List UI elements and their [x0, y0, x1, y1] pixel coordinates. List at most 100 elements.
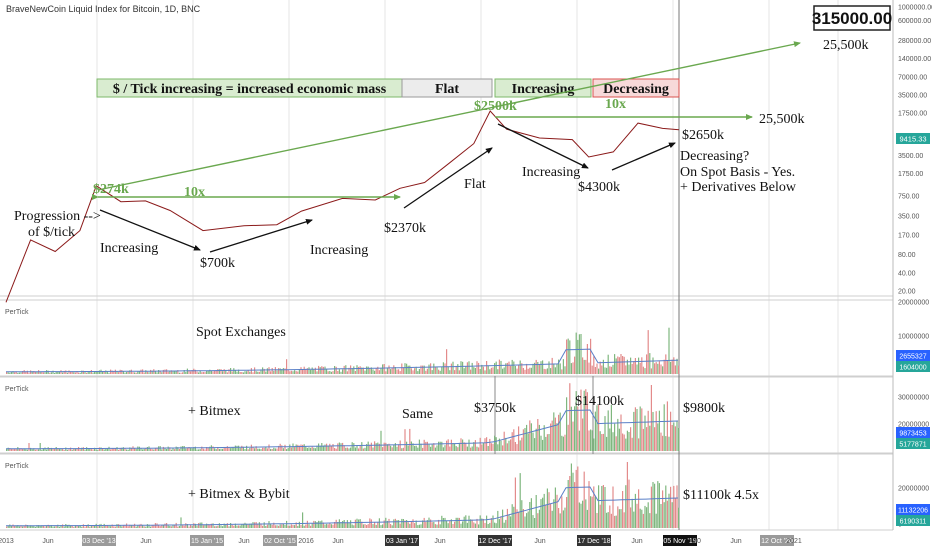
volume-bar — [292, 443, 294, 451]
pane-badge-bg — [896, 350, 930, 361]
volume-bar — [138, 446, 140, 451]
volume-bar — [249, 523, 251, 528]
band-label-2: Increasing — [512, 82, 575, 97]
price-tick-label: 1000000.00 — [898, 5, 932, 12]
volume-bar — [454, 521, 456, 528]
volume-bar — [606, 367, 608, 374]
volume-bar — [311, 523, 313, 528]
volume-bar — [662, 490, 664, 528]
volume-bar — [519, 360, 521, 374]
volume-bar — [271, 368, 273, 374]
volume-bar — [257, 371, 259, 374]
volume-bar — [183, 525, 185, 528]
volume-bar — [143, 372, 145, 374]
volume-bar — [247, 449, 249, 451]
volume-bar — [92, 449, 94, 451]
annotation-flat: Flat — [464, 177, 486, 192]
volume-bar — [78, 526, 80, 528]
volume-bar — [265, 371, 267, 374]
volume-bar — [422, 447, 424, 451]
volume-bar — [303, 525, 305, 528]
volume-bar — [193, 368, 195, 374]
volume-bar — [20, 525, 22, 528]
volume-bar — [631, 437, 633, 451]
volume-bar — [625, 438, 627, 451]
volume-bar — [30, 447, 32, 451]
volume-bar — [625, 485, 627, 528]
volume-bar — [670, 486, 672, 528]
volume-bar — [119, 369, 121, 374]
volume-bar — [530, 423, 532, 451]
volume-bar — [273, 447, 275, 451]
volume-bar — [599, 431, 601, 451]
volume-bar — [495, 437, 497, 451]
volume-bar — [495, 361, 497, 374]
volume-bar — [415, 445, 417, 451]
volume-bar — [465, 442, 467, 451]
volume-bar — [258, 371, 260, 374]
volume-bar — [287, 369, 289, 374]
volume-bar — [34, 371, 36, 374]
volume-bar — [364, 370, 366, 374]
volume-bar — [321, 366, 323, 374]
volume-bar — [255, 371, 257, 374]
volume-bar — [46, 449, 48, 451]
volume-bar — [561, 435, 563, 451]
volume-bar — [527, 511, 529, 528]
volume-bar — [199, 522, 201, 528]
volume-bar — [215, 526, 217, 528]
volume-bar — [402, 447, 404, 451]
volume-bar — [559, 363, 561, 374]
pane-badge-value: 5177871 — [899, 442, 926, 449]
volume-bar — [636, 364, 638, 374]
volume-bar — [481, 518, 483, 528]
volume-bar — [30, 525, 32, 528]
volume-bar — [412, 519, 414, 528]
volume-bar — [442, 447, 444, 451]
volume-bar — [206, 523, 208, 528]
volume-bar — [489, 369, 491, 374]
volume-bar — [630, 507, 632, 528]
volume-bar — [145, 370, 147, 374]
volume-bar — [49, 372, 51, 374]
volume-bar — [225, 447, 227, 451]
volume-bar — [222, 371, 224, 374]
volume-bar — [170, 370, 172, 374]
volume-bar — [300, 524, 302, 528]
volume-bar — [247, 524, 249, 528]
volume-bar — [538, 364, 540, 374]
volume-bar — [274, 448, 276, 451]
volume-bar — [89, 448, 91, 451]
volume-bar — [239, 525, 241, 528]
volume-bar — [273, 522, 275, 528]
volume-bar — [414, 368, 416, 374]
volume-bar — [142, 369, 144, 374]
volume-bar — [471, 446, 473, 451]
volume-bar — [329, 371, 331, 374]
volume-bar — [162, 446, 164, 451]
volume-bar — [82, 447, 84, 451]
volume-bar — [356, 365, 358, 374]
volume-bar — [172, 370, 174, 374]
volume-bar — [455, 446, 457, 451]
volume-bar — [340, 522, 342, 528]
volume-bar — [284, 444, 286, 451]
volume-bar — [186, 524, 188, 528]
volume-bar — [463, 368, 465, 374]
volume-bar — [374, 522, 376, 528]
volume-bar — [543, 368, 545, 374]
volume-bar — [660, 504, 662, 528]
volume-bar — [398, 369, 400, 374]
volume-bar — [116, 447, 118, 451]
volume-bar — [150, 526, 152, 528]
volume-bar — [514, 442, 516, 451]
volume-bar — [148, 524, 150, 528]
volume-bar — [498, 359, 500, 374]
volume-bar — [466, 446, 468, 451]
volume-bar — [665, 485, 667, 528]
volume-bar — [238, 369, 240, 374]
volume-bar — [370, 519, 372, 528]
volume-bar — [167, 446, 169, 451]
